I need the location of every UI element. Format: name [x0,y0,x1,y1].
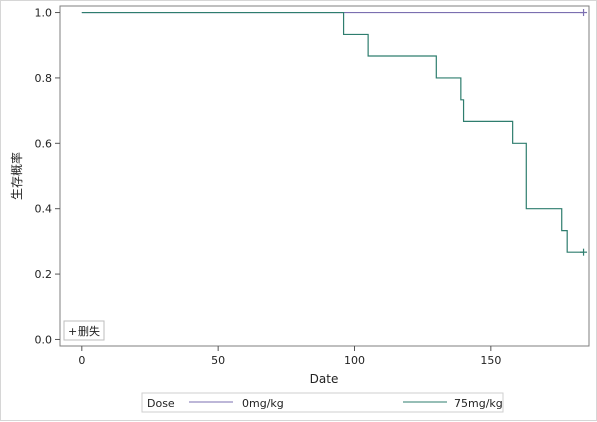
plot-area [59,5,590,347]
legend-label-75mg: 75mg/kg [454,397,503,410]
inset-legend-box [63,320,105,341]
legend-label-0mg: 0mg/kg [242,397,284,410]
y-tick-label: 0.6 [35,137,53,150]
series-line-1 [81,11,584,253]
x-tick-label: 100 [344,354,365,367]
series-group [81,9,588,256]
legend-title: Dose [147,397,175,410]
x-tick-label: 0 [78,354,85,367]
legend: Dose 0mg/kg 75mg/kg [141,392,504,413]
y-tick-label: 1.0 [35,7,53,20]
y-tick-label: 0.8 [35,72,53,85]
y-tick-label: 0.4 [35,203,53,216]
x-tick-label: 150 [480,354,501,367]
y-axis-title: 生存概率 [9,152,24,200]
inset-legend: + 删失 [63,320,105,341]
censor-symbol: + [68,325,77,338]
legend-box [141,392,504,413]
censor-marker [580,248,588,256]
x-tick-label: 50 [211,354,225,367]
tick-group: 0.0 0.2 0.4 0.6 0.8 1.0 0 50 100 150 [35,7,502,367]
x-axis-title: Date [310,372,339,386]
y-tick-label: 0.2 [35,268,53,281]
censor-marker [580,9,588,17]
censor-label: 删失 [78,325,100,338]
y-tick-label: 0.0 [35,333,53,346]
